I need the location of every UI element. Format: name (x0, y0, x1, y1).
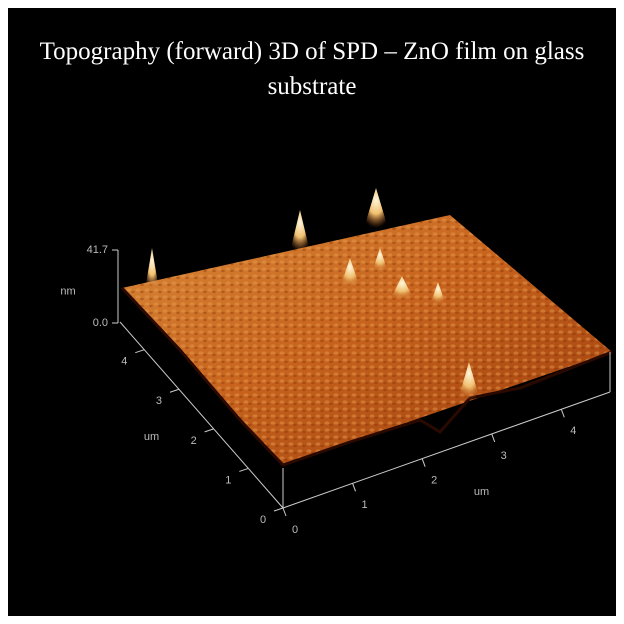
y-tick-label: 2 (191, 435, 197, 447)
x-tick-label: 2 (431, 475, 437, 487)
x-tick-label: 3 (501, 450, 507, 462)
y-tick-label: 3 (156, 395, 162, 407)
z-tick-label: 0.0 (93, 317, 108, 329)
z-axis-label: nm (60, 285, 75, 297)
x-axis-label: um (474, 486, 489, 498)
peak (145, 248, 159, 290)
y-tick (170, 389, 179, 392)
y-tick-label: 4 (121, 356, 127, 368)
x-tick (492, 434, 495, 442)
chart-title: Topography (forward) 3D of SPD – ZnO fil… (20, 34, 604, 104)
x-tick (561, 409, 564, 417)
y-axis-label: um (144, 431, 159, 443)
y-tick-label: 1 (225, 474, 231, 486)
y-tick-label: 0 (260, 514, 266, 526)
x-tick (283, 508, 286, 516)
y-tick (274, 508, 283, 511)
x-tick-label: 1 (362, 499, 368, 511)
z-tick-label: 41.7 (87, 244, 108, 256)
surface (122, 188, 612, 465)
page: {"chart_data": {"type": "surface", "titl… (0, 0, 624, 624)
x-tick (422, 459, 425, 467)
peak (364, 188, 388, 228)
y-tick (135, 350, 144, 353)
x-tick-label: 4 (570, 425, 576, 437)
peak (290, 210, 310, 252)
y-tick (205, 429, 214, 432)
x-tick (353, 483, 356, 491)
surface-texture (122, 215, 612, 465)
y-tick (239, 468, 248, 471)
x-tick-label: 0 (292, 524, 298, 536)
